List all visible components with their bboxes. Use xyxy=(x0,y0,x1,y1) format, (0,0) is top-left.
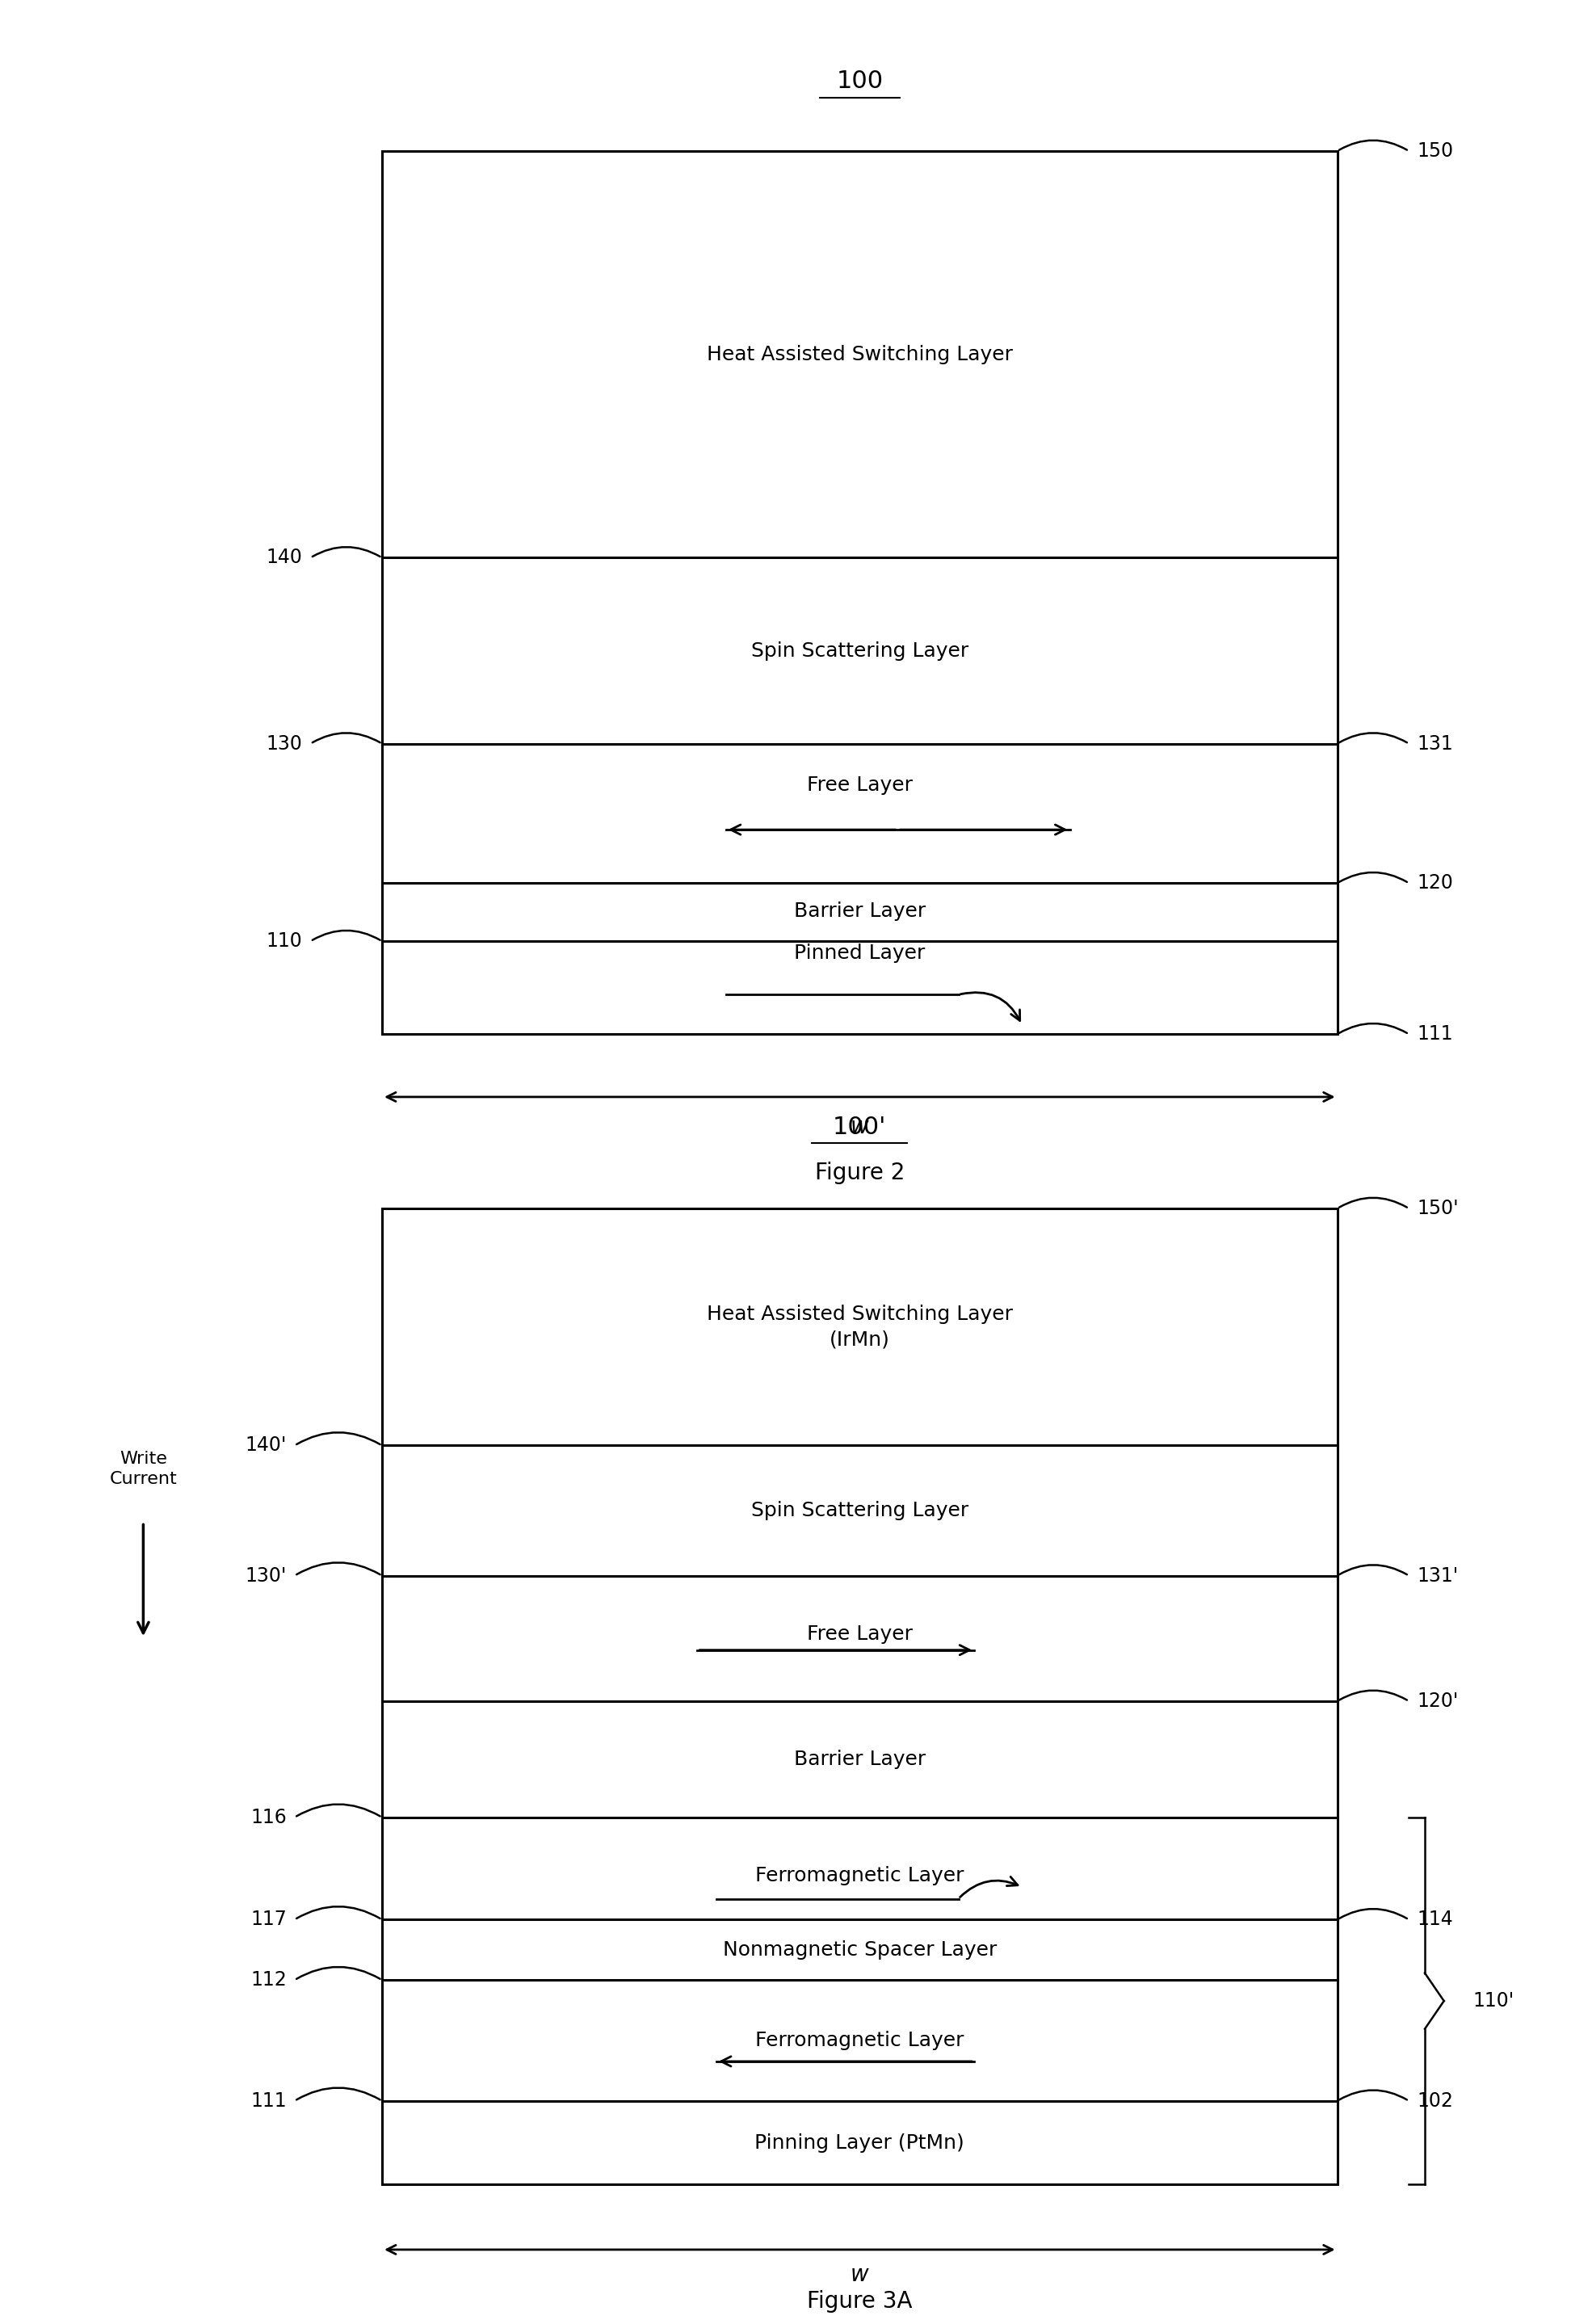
Text: 140': 140' xyxy=(245,1436,287,1455)
Text: 131': 131' xyxy=(1417,1566,1458,1585)
Text: 150: 150 xyxy=(1417,142,1453,160)
Text: Pinning Layer (PtMn): Pinning Layer (PtMn) xyxy=(755,2133,965,2152)
Text: Free Layer: Free Layer xyxy=(807,776,912,795)
Text: 120': 120' xyxy=(1417,1692,1458,1710)
Text: 150': 150' xyxy=(1417,1199,1458,1218)
Text: 130: 130 xyxy=(266,734,302,753)
Text: Ferromagnetic Layer: Ferromagnetic Layer xyxy=(755,2031,965,2050)
Text: 117: 117 xyxy=(250,1910,287,1929)
Text: w: w xyxy=(850,1116,869,1139)
Text: 100': 100' xyxy=(833,1116,887,1139)
Text: Heat Assisted Switching Layer
(IrMn): Heat Assisted Switching Layer (IrMn) xyxy=(707,1304,1013,1350)
Text: 114: 114 xyxy=(1417,1910,1453,1929)
Bar xyxy=(382,151,1337,1034)
Text: Barrier Layer: Barrier Layer xyxy=(794,902,925,920)
Text: 110': 110' xyxy=(1473,1992,1514,2010)
Text: 102: 102 xyxy=(1417,2092,1453,2110)
Text: Free Layer: Free Layer xyxy=(807,1624,912,1643)
Text: 111: 111 xyxy=(250,2092,287,2110)
Text: Spin Scattering Layer: Spin Scattering Layer xyxy=(751,641,968,660)
Text: 112: 112 xyxy=(250,1971,287,1989)
Text: 120: 120 xyxy=(1417,874,1453,892)
Text: 111: 111 xyxy=(1417,1025,1453,1043)
Text: 140: 140 xyxy=(266,548,302,567)
Text: Figure 2: Figure 2 xyxy=(815,1162,904,1185)
Text: Spin Scattering Layer: Spin Scattering Layer xyxy=(751,1501,968,1520)
Text: Nonmagnetic Spacer Layer: Nonmagnetic Spacer Layer xyxy=(723,1941,997,1959)
Text: Barrier Layer: Barrier Layer xyxy=(794,1750,925,1769)
Text: w: w xyxy=(850,2264,869,2287)
Text: Heat Assisted Switching Layer: Heat Assisted Switching Layer xyxy=(707,344,1013,365)
Bar xyxy=(382,1208,1337,2185)
Text: 100: 100 xyxy=(836,70,884,93)
Text: Write
Current: Write Current xyxy=(110,1450,177,1487)
Text: 110: 110 xyxy=(266,932,302,951)
Text: 130': 130' xyxy=(245,1566,287,1585)
Text: Pinned Layer: Pinned Layer xyxy=(794,944,925,962)
Text: 116: 116 xyxy=(250,1808,287,1827)
Text: Figure 3A: Figure 3A xyxy=(807,2289,912,2312)
Text: 131: 131 xyxy=(1417,734,1453,753)
Text: Ferromagnetic Layer: Ferromagnetic Layer xyxy=(755,1866,965,1885)
